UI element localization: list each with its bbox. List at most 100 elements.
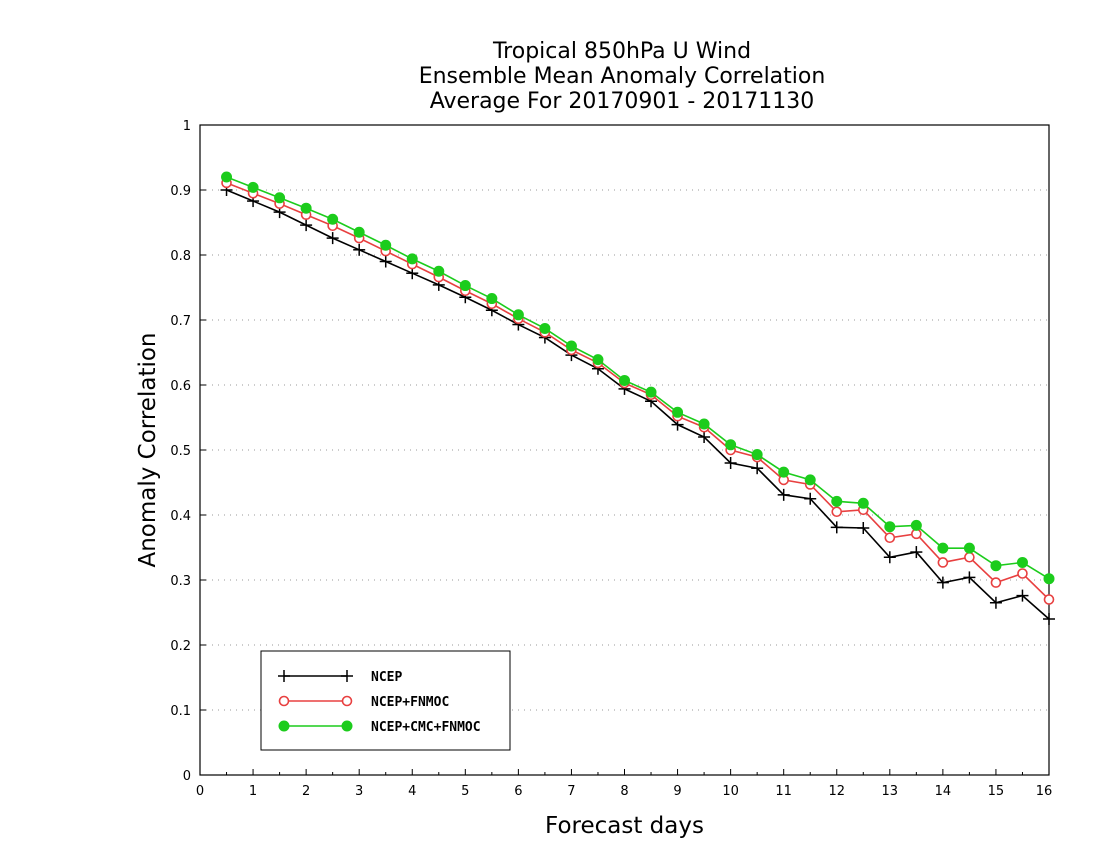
- data-point: [300, 219, 313, 232]
- legend-marker: [278, 670, 290, 682]
- data-point: [910, 546, 923, 559]
- x-tick-label: 9: [673, 784, 681, 799]
- data-point: [936, 576, 949, 589]
- y-tick-label: 0.6: [170, 379, 191, 394]
- data-point: [1017, 568, 1028, 579]
- data-point: [963, 542, 975, 554]
- data-point: [751, 449, 763, 461]
- data-point: [937, 557, 949, 568]
- x-axis-label: Forecast days: [545, 813, 704, 839]
- legend-marker: [341, 695, 353, 707]
- data-point: [990, 577, 1002, 588]
- x-tick-label: 11: [775, 784, 792, 799]
- data-point: [539, 322, 551, 334]
- data-point: [247, 181, 259, 193]
- y-axis-label: Anomaly Correlation: [135, 332, 161, 567]
- data-point: [751, 462, 764, 475]
- legend-item: NCEP+CMC+FNMOC: [278, 720, 481, 735]
- data-point: [433, 265, 445, 277]
- data-point: [486, 293, 498, 305]
- data-point: [884, 532, 896, 544]
- data-point: [1016, 556, 1028, 568]
- data-point: [274, 192, 286, 204]
- legend-marker: [278, 720, 290, 732]
- legend-item: NCEP: [278, 670, 402, 685]
- data-point: [804, 474, 816, 486]
- y-tick-label: 0.3: [170, 574, 191, 589]
- y-tick-label: 0.9: [170, 184, 191, 199]
- data-point: [1016, 589, 1029, 602]
- data-point: [380, 239, 392, 251]
- title-line: Average For 20170901 - 20171130: [430, 89, 815, 114]
- x-tick-label: 13: [882, 784, 899, 799]
- data-point: [698, 431, 711, 443]
- y-tick-label: 0.4: [170, 509, 191, 524]
- data-point: [990, 560, 1002, 572]
- x-tick-label: 0: [196, 784, 204, 799]
- legend-marker: [341, 670, 353, 682]
- data-point: [857, 522, 870, 534]
- x-axis: 0 1 2 3 4 5 6 7 8 9 10 11 12 13 14 15 16: [196, 769, 1052, 799]
- y-tick-label: 0.1: [170, 704, 191, 719]
- data-point: [910, 519, 922, 531]
- data-point: [1043, 573, 1055, 585]
- title-line: Ensemble Mean Anomaly Correlation: [419, 64, 826, 89]
- data-point: [645, 386, 657, 398]
- data-point: [592, 354, 604, 366]
- x-tick-label: 10: [722, 784, 739, 799]
- legend-item: NCEP+FNMOC: [278, 695, 449, 710]
- data-point: [1043, 594, 1055, 605]
- legend-label: NCEP+FNMOC: [371, 695, 449, 710]
- data-point: [884, 521, 896, 533]
- data-point: [327, 213, 339, 225]
- title-line: Tropical 850hPa U Wind: [492, 39, 751, 64]
- data-point: [326, 232, 339, 245]
- x-tick-label: 3: [355, 784, 363, 799]
- data-point: [857, 497, 869, 509]
- data-point: [698, 418, 710, 430]
- y-tick-label: 0.5: [170, 444, 191, 459]
- data-point: [831, 495, 843, 507]
- x-tick-label: 1: [249, 784, 257, 799]
- x-tick-label: 4: [408, 784, 416, 799]
- series-ncep: [220, 184, 1055, 625]
- legend-label: NCEP+CMC+FNMOC: [371, 720, 481, 735]
- data-point: [777, 488, 790, 501]
- legend-label: NCEP: [371, 670, 402, 685]
- x-tick-label: 14: [935, 784, 952, 799]
- data-point: [619, 374, 630, 386]
- data-point: [830, 521, 843, 534]
- data-point: [725, 439, 737, 451]
- y-tick-label: 0: [183, 769, 191, 784]
- series-line: [226, 189, 1050, 620]
- series-line: [226, 176, 1050, 580]
- data-point: [353, 226, 365, 238]
- series-ncep-cmc-fnmoc: [221, 171, 1055, 585]
- x-tick-label: 7: [567, 784, 575, 799]
- data-point: [1043, 613, 1055, 625]
- data-point: [989, 596, 1002, 609]
- x-tick-label: 6: [514, 784, 522, 799]
- data-point: [831, 506, 843, 518]
- data-point: [565, 340, 577, 352]
- legend: NCEP NCEP+FNMOC NCEP+CMC+FNMOC: [260, 650, 511, 751]
- data-point: [724, 457, 737, 469]
- data-point: [672, 406, 684, 418]
- y-tick-label: 1: [183, 119, 191, 134]
- data-point: [406, 253, 418, 265]
- data-point: [937, 542, 949, 554]
- x-tick-label: 2: [302, 784, 310, 799]
- x-tick-label: 8: [620, 784, 628, 799]
- data-point: [963, 571, 976, 584]
- x-tick-label: 15: [988, 784, 1005, 799]
- x-tick-label: 16: [1036, 784, 1053, 799]
- data-point: [353, 243, 366, 256]
- series: [220, 171, 1055, 625]
- data-point: [300, 202, 312, 214]
- data-point: [964, 551, 975, 563]
- grid: [200, 124, 1049, 711]
- data-point: [883, 551, 896, 564]
- y-tick-label: 0.2: [170, 639, 191, 654]
